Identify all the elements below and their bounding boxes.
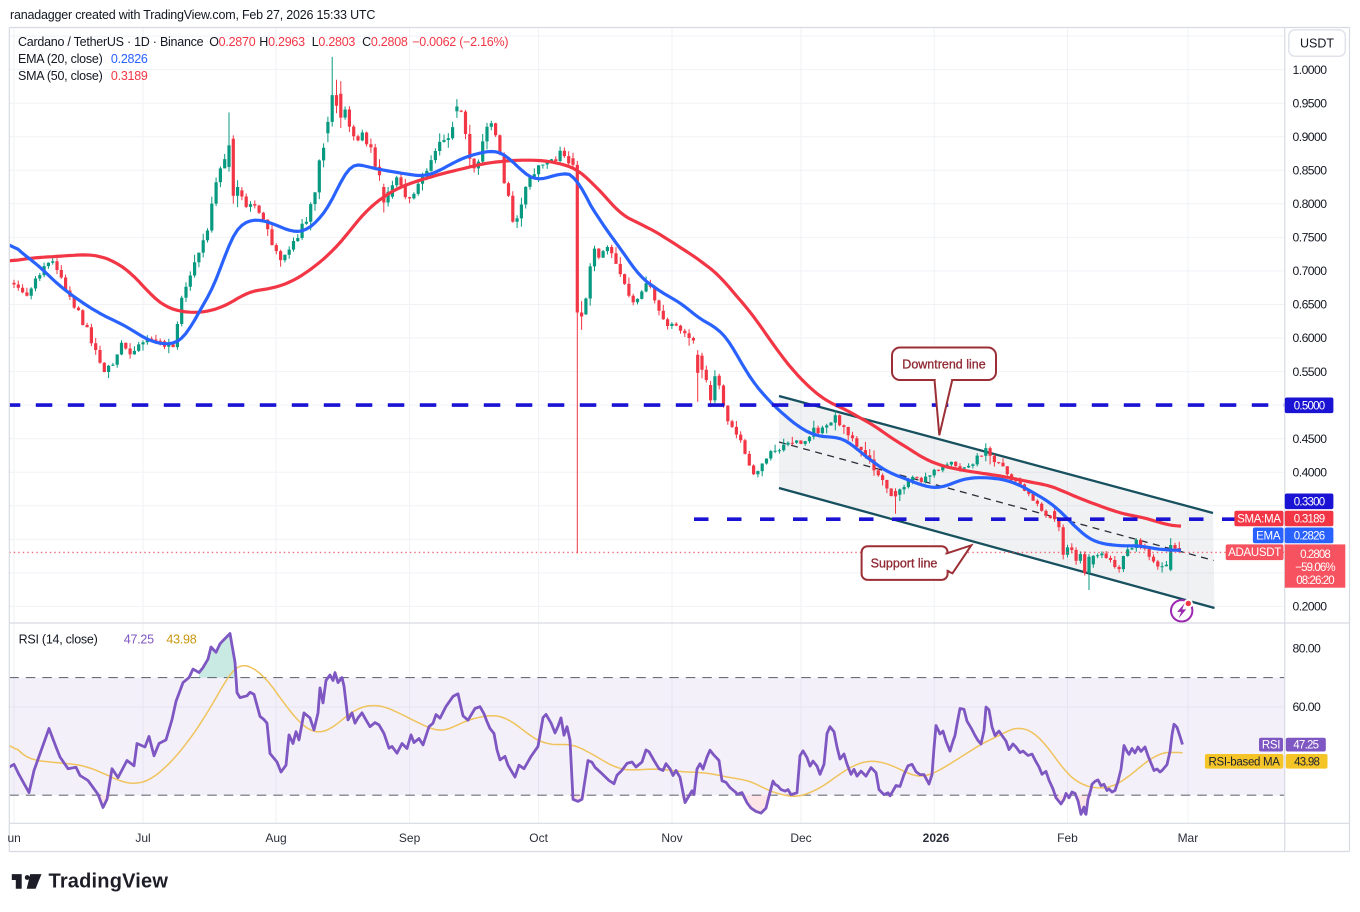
svg-text:08:26:20: 08:26:20 [1296, 575, 1334, 587]
svg-text:EMA (20, close)0.2826: EMA (20, close) 0.2826 [18, 52, 148, 66]
svg-text:0.9500: 0.9500 [1293, 96, 1328, 110]
svg-text:SMA:MA: SMA:MA [1237, 514, 1281, 526]
svg-text:Mar: Mar [1178, 831, 1199, 845]
svg-text:0.5000: 0.5000 [1294, 400, 1325, 412]
svg-text:TradingView: TradingView [49, 871, 169, 893]
svg-text:43.98: 43.98 [1294, 756, 1319, 768]
svg-text:0.3300: 0.3300 [1294, 496, 1325, 508]
svg-text:ranadagger created with Tradin: ranadagger created with TradingView.com,… [10, 8, 375, 22]
svg-text:ADAUSDT: ADAUSDT [1228, 547, 1281, 559]
svg-text:RSI-based MA: RSI-based MA [1209, 756, 1281, 768]
svg-text:USDT: USDT [1300, 37, 1334, 51]
svg-text:0.2000: 0.2000 [1293, 600, 1328, 614]
svg-text:Sep: Sep [399, 831, 421, 845]
svg-text:0.2826: 0.2826 [1294, 530, 1325, 542]
svg-text:0.7000: 0.7000 [1293, 264, 1328, 278]
svg-text:Oct: Oct [529, 831, 548, 845]
svg-text:0.7500: 0.7500 [1293, 231, 1328, 245]
svg-text:0.9000: 0.9000 [1293, 130, 1328, 144]
svg-text:RSI: RSI [1262, 740, 1280, 752]
svg-text:Feb: Feb [1057, 831, 1078, 845]
svg-text:60.00: 60.00 [1293, 700, 1322, 714]
svg-text:−59.06%: −59.06% [1295, 562, 1335, 574]
svg-text:EMA: EMA [1256, 530, 1281, 542]
svg-text:Nov: Nov [661, 831, 682, 845]
svg-text:0.4000: 0.4000 [1293, 465, 1328, 479]
svg-text:47.25: 47.25 [1293, 740, 1318, 752]
svg-text:Aug: Aug [265, 831, 286, 845]
svg-text:80.00: 80.00 [1293, 641, 1322, 655]
svg-text:0.8000: 0.8000 [1293, 197, 1328, 211]
svg-text:0.6000: 0.6000 [1293, 331, 1328, 345]
svg-text:un: un [8, 831, 21, 845]
svg-text:2026: 2026 [923, 831, 950, 845]
svg-text:Downtrend line: Downtrend line [902, 358, 985, 372]
svg-text:Cardano / TetherUS · 1D · Bina: Cardano / TetherUS · 1D · Binance O0.2870… [18, 35, 508, 49]
svg-text:1.0000: 1.0000 [1293, 63, 1328, 77]
svg-text:0.5500: 0.5500 [1293, 365, 1328, 379]
svg-text:Support line: Support line [871, 557, 938, 571]
svg-text:0.8500: 0.8500 [1293, 164, 1328, 178]
svg-text:Jul: Jul [135, 831, 150, 845]
svg-text:SMA (50, close)0.3189: SMA (50, close) 0.3189 [18, 69, 148, 83]
svg-text:Dec: Dec [790, 831, 811, 845]
svg-text:0.2808: 0.2808 [1300, 549, 1330, 561]
svg-text:0.3189: 0.3189 [1294, 514, 1325, 526]
svg-text:0.6500: 0.6500 [1293, 298, 1328, 312]
svg-text:0.4500: 0.4500 [1293, 432, 1328, 446]
